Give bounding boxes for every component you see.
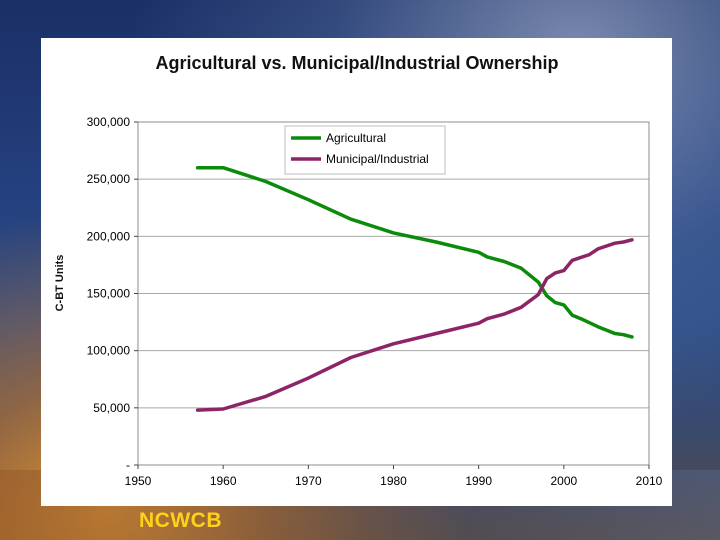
series-lines	[195, 165, 634, 412]
legend-label-municipal-industrial: Municipal/Industrial	[326, 152, 429, 166]
footer-brand-text: NCWCB	[139, 509, 222, 532]
y-tick-label-2: 100,000	[87, 344, 131, 358]
x-tick-label-0: 1950	[125, 474, 152, 488]
x-tick-label-6: 2010	[636, 474, 663, 488]
chart-panel: Agricultural vs. Municipal/Industrial Ow…	[41, 38, 672, 506]
line-chart: Agricultural vs. Municipal/Industrial Ow…	[54, 53, 663, 488]
legend-box	[284, 125, 446, 175]
y-axis-label: C-BT Units	[54, 255, 66, 312]
y-tick-label-5: 250,000	[87, 172, 131, 186]
legend: Agricultural Municipal/Industrial	[284, 125, 446, 175]
y-tick-label-6: 300,000	[87, 115, 131, 129]
x-tick-label-4: 1990	[465, 474, 492, 488]
y-tick-label-1: 50,000	[93, 401, 130, 415]
x-tick-label-2: 1970	[295, 474, 322, 488]
series-line-municipal-industrial	[195, 238, 634, 412]
series-line-agricultural	[195, 165, 634, 339]
axes: - 50,000 100,000 150,000 200,000 250,000 300,0…	[87, 115, 663, 488]
x-tick-label-3: 1980	[380, 474, 407, 488]
chart-title: Agricultural vs. Municipal/Industrial Ow…	[155, 53, 558, 73]
y-tick-label-0: -	[126, 458, 130, 472]
y-tick-label-3: 150,000	[87, 287, 131, 301]
x-tick-label-5: 2000	[550, 474, 577, 488]
y-tick-label-4: 200,000	[87, 229, 131, 243]
legend-label-agricultural: Agricultural	[326, 131, 386, 145]
grid-lines	[138, 178, 649, 409]
x-tick-label-1: 1960	[210, 474, 237, 488]
